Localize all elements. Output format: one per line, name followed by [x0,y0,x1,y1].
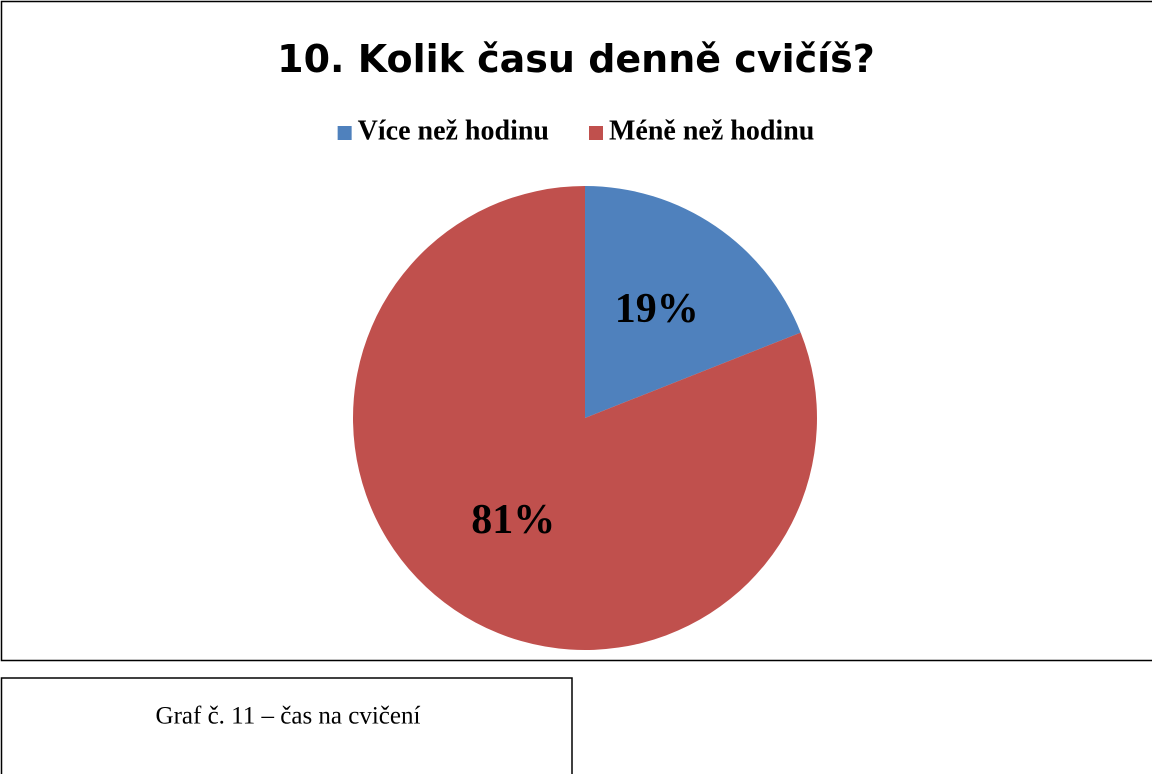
data-label: 81% [471,497,555,543]
legend-swatch [337,126,352,140]
legend-swatch [589,126,603,140]
chart-title: 10. Kolik času denně cvičíš? [277,37,875,81]
legend-label: Více než hodinu [358,115,549,146]
chart-frame [0,0,1152,662]
pie-slice [352,186,817,650]
pie-slice [585,186,801,418]
caption-frame [0,677,573,774]
data-label: 19% [615,286,699,332]
caption: Graf č. 11 – čas na cvičení [156,703,421,730]
legend-label: Méně než hodinu [609,115,814,146]
